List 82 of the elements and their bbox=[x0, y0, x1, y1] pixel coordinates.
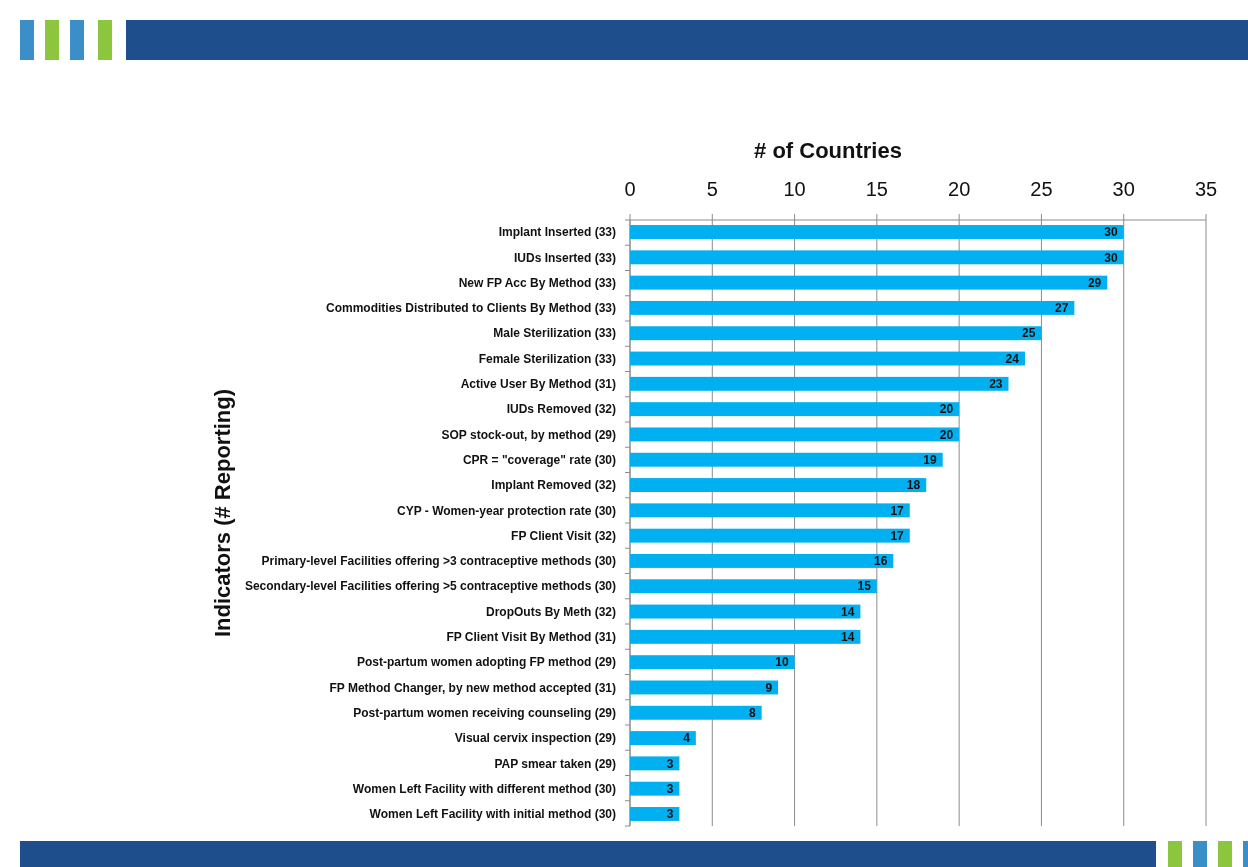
y-tick-label: Commodities Distributed to Clients By Method (33) bbox=[325, 301, 616, 316]
y-tick-label: DropOuts By Meth (32) bbox=[485, 604, 616, 619]
y-tick-label: Female Sterilization (33) bbox=[478, 351, 616, 366]
data-label: 30 bbox=[1104, 225, 1119, 240]
data-label: 8 bbox=[748, 705, 756, 720]
data-label: 18 bbox=[906, 478, 921, 493]
bar bbox=[630, 807, 680, 821]
bar bbox=[630, 705, 762, 720]
y-tick-label: FP Client Visit By Method (31) bbox=[446, 630, 616, 645]
x-tick-label: 5 bbox=[706, 178, 718, 200]
bar bbox=[630, 604, 861, 619]
data-label: 29 bbox=[1087, 275, 1102, 290]
bar bbox=[630, 554, 894, 568]
x-tick-label: 30 bbox=[1112, 178, 1135, 200]
bar bbox=[630, 629, 861, 644]
y-tick-label: Women Left Facility with different method (30) bbox=[352, 781, 616, 796]
data-label: 17 bbox=[890, 528, 905, 543]
y-tick-label: New FP Acc By Method (33) bbox=[458, 275, 616, 290]
data-label: 3 bbox=[666, 807, 674, 822]
y-tick-label: Implant Inserted (33) bbox=[498, 225, 616, 240]
x-tick-label: 25 bbox=[1030, 178, 1053, 200]
x-tick-label: 0 bbox=[624, 178, 636, 200]
y-tick-label: Post-partum women adopting FP method (29) bbox=[356, 655, 616, 670]
bar bbox=[630, 579, 877, 594]
bar bbox=[630, 427, 960, 442]
bar bbox=[630, 452, 943, 467]
bar bbox=[630, 250, 1124, 265]
bar bbox=[630, 351, 1025, 366]
bar bbox=[630, 326, 1042, 341]
bar bbox=[630, 275, 1108, 290]
y-tick-label: Primary-level Facilities offering >3 contraceptive methods (30) bbox=[261, 554, 616, 569]
data-label: 17 bbox=[890, 503, 905, 518]
bar bbox=[630, 376, 1009, 391]
bar bbox=[630, 503, 910, 518]
y-tick-label: CYP - Women-year protection rate (30) bbox=[397, 503, 616, 518]
data-label: 9 bbox=[765, 680, 773, 695]
data-label: 3 bbox=[666, 781, 674, 796]
data-label: 27 bbox=[1054, 301, 1069, 316]
y-tick-label: PAP smear taken (29) bbox=[494, 756, 616, 771]
y-tick-label: FP Client Visit (32) bbox=[511, 528, 616, 543]
x-tick-label: 15 bbox=[865, 178, 888, 200]
bar bbox=[630, 300, 1075, 315]
data-label: 16 bbox=[873, 554, 888, 569]
data-label: 14 bbox=[841, 604, 855, 619]
data-label: 20 bbox=[939, 427, 954, 442]
bar bbox=[630, 781, 680, 796]
y-tick-label: Implant Removed (32) bbox=[491, 478, 616, 493]
data-label: 4 bbox=[683, 731, 691, 746]
x-tick-label: 10 bbox=[783, 178, 806, 200]
data-label: 20 bbox=[939, 402, 954, 417]
y-tick-label: Women Left Facility with initial method (30) bbox=[369, 807, 616, 822]
y-tick-label: FP Method Changer, by new method accepted (31) bbox=[329, 680, 616, 695]
y-tick-label: IUDs Removed (32) bbox=[506, 402, 616, 417]
data-label: 24 bbox=[1005, 351, 1020, 366]
bar bbox=[630, 528, 910, 543]
data-label: 15 bbox=[857, 579, 872, 594]
bar bbox=[630, 731, 696, 746]
data-label: 23 bbox=[989, 377, 1003, 392]
data-label: 14 bbox=[841, 630, 855, 645]
data-label: 3 bbox=[666, 756, 674, 771]
y-tick-label: Visual cervix inspection (29) bbox=[454, 731, 616, 746]
y-axis-title: Indicators (# Reporting) bbox=[210, 388, 235, 638]
bar bbox=[630, 756, 680, 771]
data-label: 30 bbox=[1104, 250, 1119, 265]
x-tick-label: 35 bbox=[1194, 178, 1218, 200]
bar bbox=[630, 225, 1124, 239]
x-tick-label: 20 bbox=[948, 178, 971, 200]
data-label: 25 bbox=[1022, 326, 1036, 341]
y-tick-label: IUDs Inserted (33) bbox=[513, 250, 616, 265]
y-tick-label: Post-partum women receiving counseling (29) bbox=[353, 705, 616, 720]
data-label: 10 bbox=[775, 655, 789, 670]
y-tick-label: Active User By Method (31) bbox=[460, 377, 616, 392]
y-tick-label: CPR = "coverage" rate (30) bbox=[462, 452, 616, 467]
bar bbox=[630, 655, 795, 670]
data-label: 19 bbox=[923, 452, 937, 467]
y-tick-label: Male Sterilization (33) bbox=[493, 326, 616, 341]
y-tick-label: SOP stock-out, by method (29) bbox=[441, 427, 616, 442]
bar bbox=[630, 402, 960, 417]
y-tick-label: Secondary-level Facilities offering >5 contraceptive methods (30) bbox=[244, 579, 616, 594]
bar bbox=[630, 680, 779, 695]
bar bbox=[630, 478, 927, 492]
x-axis-title: # of Countries bbox=[754, 138, 902, 163]
